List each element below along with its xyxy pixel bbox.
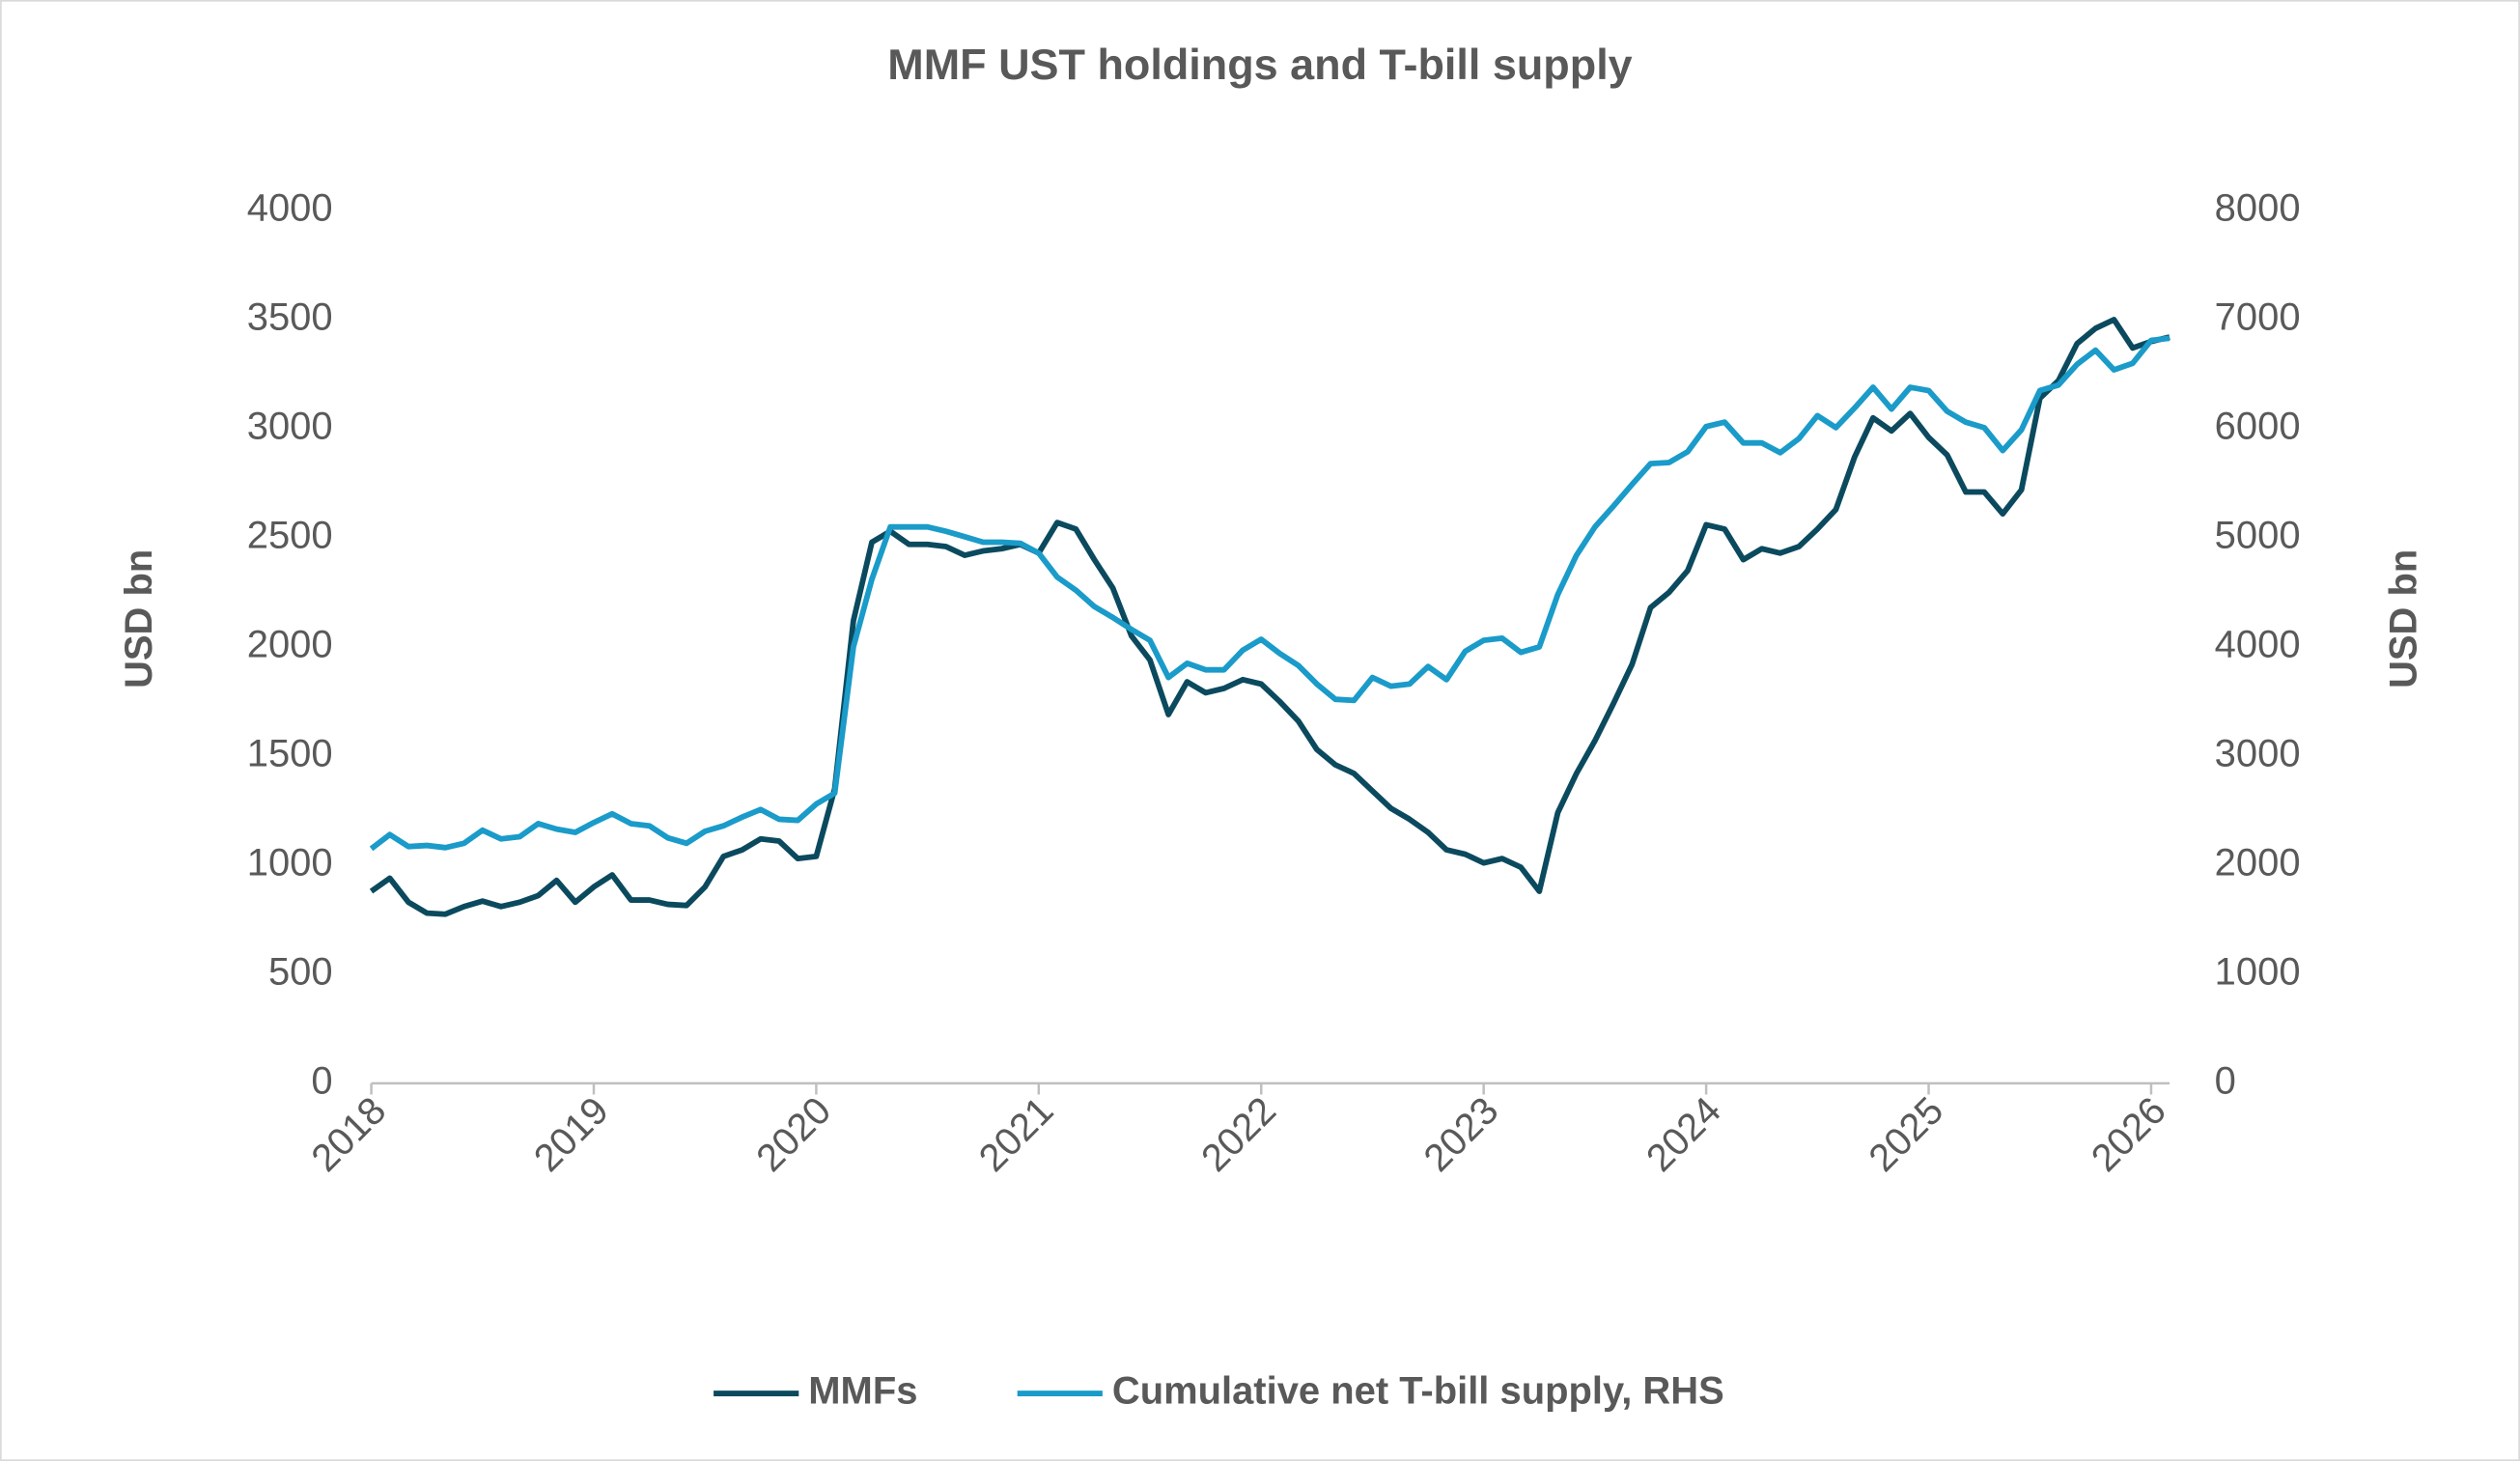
y-axis-title: USD bn — [118, 549, 160, 688]
y2-tick-label: 0 — [2215, 1059, 2236, 1102]
legend-label: Cumulative net T-bill supply, RHS — [1112, 1370, 1724, 1413]
series-line — [369, 317, 2170, 917]
y-tick-label: 1000 — [247, 841, 333, 884]
y2-tick-label: 4000 — [2215, 623, 2301, 665]
y2-axis-title: USD bn — [2382, 549, 2424, 688]
y-tick-label: 1500 — [247, 732, 333, 774]
y-tick-label: 3000 — [247, 406, 333, 448]
y-tick-label: 4000 — [247, 187, 333, 230]
y2-tick-label: 2000 — [2215, 841, 2301, 884]
y2-tick-label: 7000 — [2215, 296, 2301, 339]
y-tick-label: 0 — [311, 1059, 332, 1102]
y-tick-label: 2500 — [247, 515, 333, 557]
series-line — [369, 335, 2170, 852]
legend-label: MMFs — [808, 1370, 917, 1413]
y2-tick-label: 6000 — [2215, 406, 2301, 448]
y-tick-label: 500 — [268, 950, 333, 993]
y2-tick-label: 5000 — [2215, 515, 2301, 557]
y2-tick-label: 3000 — [2215, 732, 2301, 774]
y-tick-label: 2000 — [247, 623, 333, 665]
chart-title: MMF UST holdings and T-bill supply — [887, 40, 1632, 89]
y2-tick-label: 8000 — [2215, 187, 2301, 230]
y-tick-label: 3500 — [247, 296, 333, 339]
y2-tick-label: 1000 — [2215, 950, 2301, 993]
